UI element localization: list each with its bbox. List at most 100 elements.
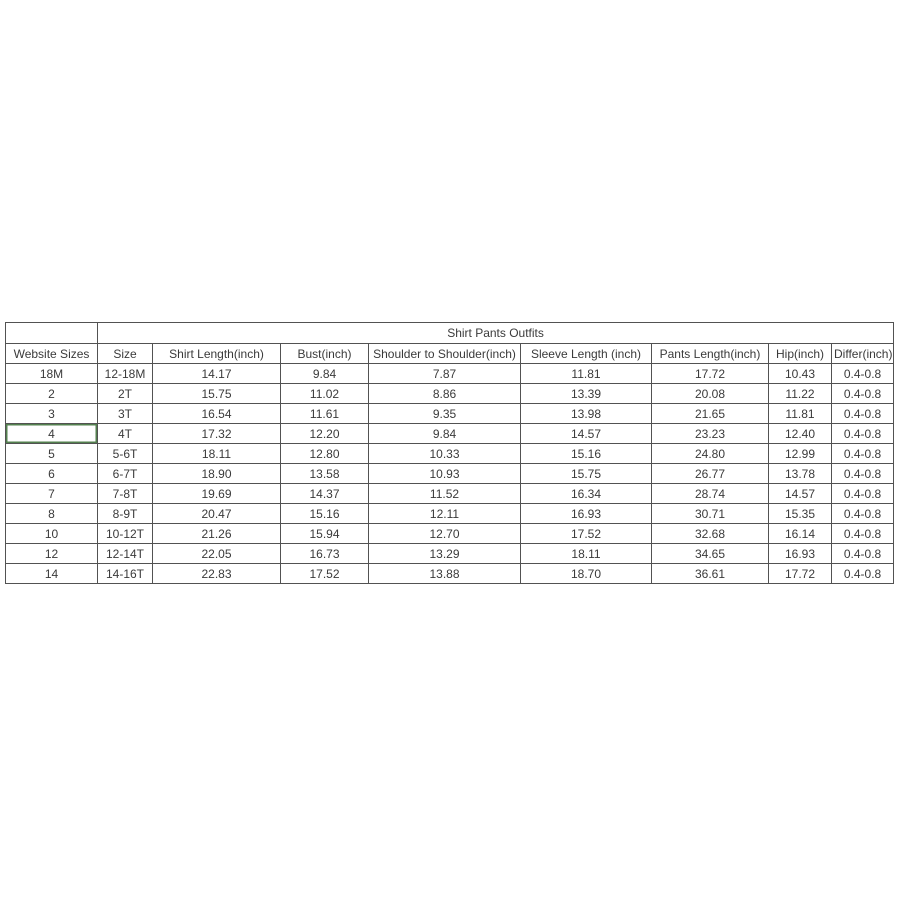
column-header-bust: Bust(inch)	[280, 343, 369, 364]
cell: 11.61	[280, 403, 369, 424]
cell: 0.4-0.8	[830, 483, 895, 504]
cell: 20.47	[152, 503, 281, 524]
cell: 9.35	[368, 403, 521, 424]
cell: 10-12T	[97, 523, 153, 544]
table-row: 8 8-9T 20.47 15.16 12.11 16.93 30.71 15.35 0.4-0…	[5, 503, 895, 524]
cell: 14.37	[280, 483, 369, 504]
cell: 10.93	[368, 463, 521, 484]
cell: 16.73	[280, 543, 369, 564]
cell: 12.20	[280, 423, 369, 444]
cell: 12	[5, 543, 98, 564]
table-row: 6 6-7T 18.90 13.58 10.93 15.75 26.77 13.78 0.4-0…	[5, 463, 895, 484]
cell: 2	[5, 383, 98, 404]
cell: 5	[5, 443, 98, 464]
cell: 16.54	[152, 403, 281, 424]
cell: 32.68	[651, 523, 769, 544]
cell: 18.11	[152, 443, 281, 464]
cell: 16.34	[520, 483, 652, 504]
cell: 8-9T	[97, 503, 153, 524]
cell: 11.52	[368, 483, 521, 504]
cell: 11.22	[768, 383, 832, 404]
cell: 18.11	[520, 543, 652, 564]
cell: 34.65	[651, 543, 769, 564]
column-header-shoulder-to-shoulder: Shoulder to Shoulder(inch)	[368, 343, 521, 364]
corner-cell	[5, 322, 98, 344]
cell: 15.16	[520, 443, 652, 464]
cell: 14	[5, 563, 98, 584]
table-row: 18M 12-18M 14.17 9.84 7.87 11.81 17.72 10.43 0.4…	[5, 363, 895, 384]
cell: 24.80	[651, 443, 769, 464]
table-row: 3 3T 16.54 11.61 9.35 13.98 21.65 11.81 0.4-0.8	[5, 403, 895, 424]
cell: 12.70	[368, 523, 521, 544]
cell: 12-18M	[97, 363, 153, 384]
table-row: 14 14-16T 22.83 17.52 13.88 18.70 36.61 17.72 0.…	[5, 563, 895, 584]
cell: 6	[5, 463, 98, 484]
cell: 17.72	[768, 563, 832, 584]
table-row: 4 4T 17.32 12.20 9.84 14.57 23.23 12.40 0.4-0.8	[5, 423, 895, 444]
cell: 3T	[97, 403, 153, 424]
cell: 14.57	[520, 423, 652, 444]
cell: 12.11	[368, 503, 521, 524]
cell: 8	[5, 503, 98, 524]
cell: 13.39	[520, 383, 652, 404]
cell: 10.43	[768, 363, 832, 384]
cell: 15.35	[768, 503, 832, 524]
cell: 3	[5, 403, 98, 424]
cell: 9.84	[280, 363, 369, 384]
cell: 8.86	[368, 383, 521, 404]
cell: 12.40	[768, 423, 832, 444]
title-row: Shirt Pants Outfits	[5, 322, 895, 344]
cell: 0.4-0.8	[830, 383, 895, 404]
cell: 13.58	[280, 463, 369, 484]
table-title: Shirt Pants Outfits	[96, 322, 895, 344]
size-chart-table: Shirt Pants Outfits Website Sizes Size S…	[5, 322, 895, 584]
cell: 0.4-0.8	[830, 503, 895, 524]
size-table-body: 18M 12-18M 14.17 9.84 7.87 11.81 17.72 10.43 0.4…	[5, 363, 895, 584]
cell: 36.61	[651, 563, 769, 584]
cell: 7-8T	[97, 483, 153, 504]
cell: 10.33	[368, 443, 521, 464]
table-row: 7 7-8T 19.69 14.37 11.52 16.34 28.74 14.57 0.4-0…	[5, 483, 895, 504]
cell: 4T	[97, 423, 153, 444]
cell: 16.14	[768, 523, 832, 544]
cell: 11.81	[520, 363, 652, 384]
cell: 0.4-0.8	[830, 563, 895, 584]
cell: 14.17	[152, 363, 281, 384]
cell: 6-7T	[97, 463, 153, 484]
cell: 12-14T	[97, 543, 153, 564]
cell: 10	[5, 523, 98, 544]
column-header-size: Size	[97, 343, 153, 364]
column-header-pants-length: Pants Length(inch)	[651, 343, 769, 364]
cell: 2T	[97, 383, 153, 404]
table-row: 2 2T 15.75 11.02 8.86 13.39 20.08 11.22 0.4-0.8	[5, 383, 895, 404]
cell: 16.93	[520, 503, 652, 524]
column-header-hip: Hip(inch)	[768, 343, 832, 364]
cell: 15.75	[520, 463, 652, 484]
column-header-sleeve-length: Sleeve Length (inch)	[520, 343, 652, 364]
cell: 0.4-0.8	[830, 523, 895, 544]
cell: 13.98	[520, 403, 652, 424]
cell: 13.78	[768, 463, 832, 484]
cell: 21.26	[152, 523, 281, 544]
cell: 11.81	[768, 403, 832, 424]
cell: 13.88	[368, 563, 521, 584]
cell: 28.74	[651, 483, 769, 504]
cell: 30.71	[651, 503, 769, 524]
cell: 18.70	[520, 563, 652, 584]
cell: 0.4-0.8	[830, 403, 895, 424]
cell: 5-6T	[97, 443, 153, 464]
cell: 12.80	[280, 443, 369, 464]
cell: 20.08	[651, 383, 769, 404]
cell: 7	[5, 483, 98, 504]
cell: 0.4-0.8	[830, 363, 895, 384]
table-row: 5 5-6T 18.11 12.80 10.33 15.16 24.80 12.99 0.4-0…	[5, 443, 895, 464]
cell: 16.93	[768, 543, 832, 564]
cell: 13.29	[368, 543, 521, 564]
cell: 14.57	[768, 483, 832, 504]
header-row: Website Sizes Size Shirt Length(inch) Bu…	[5, 343, 895, 364]
cell: 17.52	[520, 523, 652, 544]
cell: 17.72	[651, 363, 769, 384]
cell: 14-16T	[97, 563, 153, 584]
cell: 17.52	[280, 563, 369, 584]
